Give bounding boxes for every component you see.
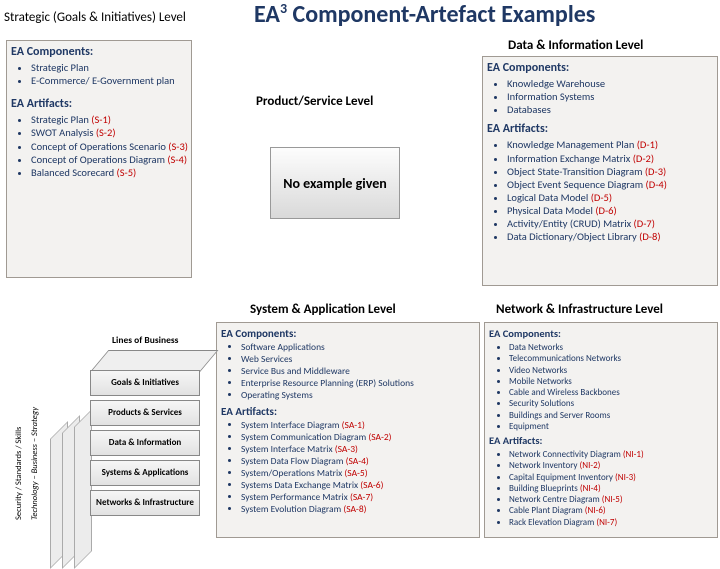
panel-heading: EA Components: (11, 45, 189, 59)
artifact-list: Network Connectivity Diagram (NI-1) Netw… (509, 449, 715, 528)
list-item: Equipment (509, 421, 715, 432)
ea-cube-diagram: Lines of Business Goals & Initiatives Pr… (2, 320, 212, 538)
strategic-level-label: Strategic (Goals & Initiatives) Level (4, 10, 186, 25)
cube-band: Data & Information (90, 430, 200, 456)
artifact-list: System Interface Diagram (SA-1) System C… (241, 420, 477, 515)
component-list: Software Applications Web Services Servi… (241, 342, 477, 401)
list-item: System Evolution Diagram (SA-8) (241, 504, 477, 516)
list-item: Object Event Sequence Diagram (D-4) (507, 178, 715, 191)
list-item: Knowledge Management Plan (D-1) (507, 138, 715, 151)
cube-band: Goals & Initiatives (90, 370, 200, 396)
list-item: Network Inventory (NI-2) (509, 460, 715, 471)
panel-heading: EA Components: (487, 61, 715, 75)
list-item: Rack Elevation Diagram (NI-7) (509, 517, 715, 528)
component-list: Knowledge Warehouse Information Systems … (507, 77, 715, 116)
data-level-label: Data & Information Level (508, 38, 643, 53)
cube-top-face (90, 350, 218, 372)
component-list: Data Networks Telecommunications Network… (509, 342, 715, 432)
no-example-box: No example given (270, 147, 400, 219)
list-item: Cable Plant Diagram (NI-6) (509, 505, 715, 516)
list-item: E-Commerce/ E-Government plan (31, 74, 189, 87)
title-prefix: EA (254, 0, 280, 29)
list-item: Data Networks (509, 342, 715, 353)
list-item: Logical Data Model (D-5) (507, 191, 715, 204)
list-item: Object State-Transition Diagram (D-3) (507, 165, 715, 178)
list-item: Network Centre Diagram (NI-5) (509, 494, 715, 505)
artifact-list: Knowledge Management Plan (D-1) Informat… (507, 138, 715, 243)
list-item: Strategic Plan (S-1) (31, 113, 189, 126)
list-item: Mobile Networks (509, 376, 715, 387)
list-item: Balanced Scorecard (S-5) (31, 166, 189, 179)
list-item: SWOT Analysis (S-2) (31, 126, 189, 139)
list-item: Concept of Operations Diagram (S-4) (31, 153, 189, 166)
cube-band: Products & Services (90, 400, 200, 426)
list-item: Strategic Plan (31, 61, 189, 74)
list-item: Buildings and Server Rooms (509, 410, 715, 421)
lines-of-business-label: Lines of Business (112, 334, 178, 346)
list-item: Knowledge Warehouse (507, 77, 715, 90)
cube-vertical-label: Technology – Business – Strategy (30, 407, 40, 520)
system-panel: EA Components: Software Applications Web… (216, 322, 480, 538)
panel-heading: EA Components: (221, 327, 477, 340)
list-item: Enterprise Resource Planning (ERP) Solut… (241, 378, 477, 390)
list-item: Building Blueprints (NI-4) (509, 483, 715, 494)
title-sup: 3 (280, 0, 287, 17)
list-item: Video Networks (509, 365, 715, 376)
list-item: Operating Systems (241, 390, 477, 402)
list-item: Service Bus and Middleware (241, 366, 477, 378)
list-item: Telecommunications Networks (509, 353, 715, 364)
panel-heading: EA Artifacts: (487, 122, 715, 136)
cube-band: Networks & Infrastructure (90, 490, 200, 516)
title-rest: Component-Artefact Examples (287, 0, 595, 29)
page-title: EA3 Component-Artefact Examples (254, 0, 595, 29)
component-list: Strategic Plan E-Commerce/ E-Government … (31, 61, 189, 87)
list-item: Physical Data Model (D-6) (507, 204, 715, 217)
artifact-list: Strategic Plan (S-1) SWOT Analysis (S-2)… (31, 113, 189, 179)
product-service-label: Product/Service Level (256, 94, 373, 109)
list-item: Network Connectivity Diagram (NI-1) (509, 449, 715, 460)
list-item: Databases (507, 103, 715, 116)
strategic-panel: EA Components: Strategic Plan E-Commerce… (6, 40, 192, 278)
network-panel: EA Components: Data Networks Telecommuni… (484, 322, 718, 538)
list-item: Cable and Wireless Backbones (509, 387, 715, 398)
list-item: Information Systems (507, 90, 715, 103)
panel-heading: EA Components: (489, 327, 715, 340)
list-item: Capital Equipment Inventory (NI-3) (509, 472, 715, 483)
list-item: Information Exchange Matrix (D-2) (507, 152, 715, 165)
data-panel: EA Components: Knowledge Warehouse Infor… (482, 56, 718, 286)
list-item: Concept of Operations Scenario (S-3) (31, 140, 189, 153)
panel-heading: EA Artifacts: (489, 434, 715, 447)
list-item: Web Services (241, 354, 477, 366)
panel-heading: EA Artifacts: (11, 97, 189, 111)
cube-vertical-label: Security / Standards / Skills (14, 427, 24, 520)
cube-band: Systems & Applications (90, 460, 200, 486)
system-application-label: System & Application Level (250, 302, 396, 317)
list-item: Data Dictionary/Object Library (D-8) (507, 230, 715, 243)
network-infrastructure-label: Network & Infrastructure Level (496, 302, 663, 317)
list-item: Activity/Entity (CRUD) Matrix (D-7) (507, 217, 715, 230)
panel-heading: EA Artifacts: (221, 405, 477, 418)
list-item: Security Solutions (509, 398, 715, 409)
